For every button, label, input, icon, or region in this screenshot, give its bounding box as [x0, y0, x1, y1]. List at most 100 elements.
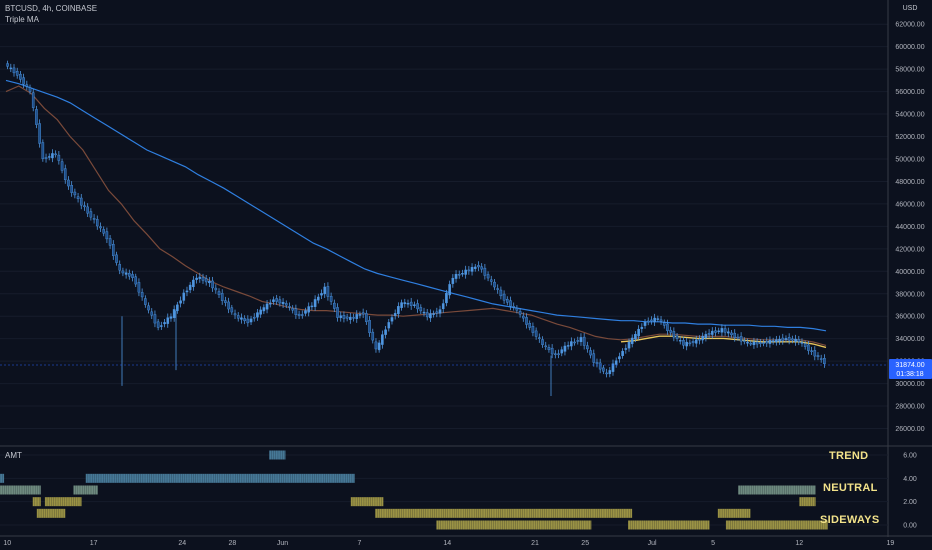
candle-body: [419, 307, 423, 312]
candle-body: [528, 323, 532, 328]
amt-bar: [725, 520, 828, 530]
candle-body: [70, 185, 73, 193]
candle-body: [659, 319, 663, 322]
candle-body: [518, 311, 522, 315]
amt-bar: [73, 485, 98, 495]
amt-bar: [738, 485, 816, 495]
last-price-value: 31874.00: [895, 362, 924, 369]
candle-body: [6, 63, 9, 67]
candle-body: [38, 123, 41, 144]
candle-body: [67, 179, 70, 187]
candle-body: [486, 274, 490, 279]
candle-body: [416, 303, 419, 310]
candle-body: [384, 329, 387, 335]
candle-body: [403, 302, 407, 305]
candle-body: [288, 306, 291, 308]
candle-body: [759, 342, 762, 344]
candle-body: [281, 302, 285, 305]
candle-body: [727, 331, 730, 334]
candle-body: [438, 309, 442, 314]
candle-body: [44, 157, 48, 159]
candle-body: [621, 350, 624, 356]
candle-body: [733, 332, 737, 338]
moving-average-lines: [5, 79, 827, 349]
candle-body: [128, 272, 131, 277]
amt-bar: [628, 520, 710, 530]
candle-body: [646, 320, 650, 323]
candle-body: [441, 303, 445, 310]
candle-body: [377, 342, 381, 351]
candle-body: [589, 350, 592, 356]
candle-body: [124, 272, 128, 275]
candle-body: [656, 318, 660, 320]
candle-body: [374, 341, 378, 350]
price-tick-label: 28000.00: [895, 404, 924, 411]
candle-body: [765, 341, 769, 344]
candle-body: [256, 312, 259, 318]
amt-tick-label: 6.00: [903, 453, 917, 460]
candle-body: [278, 299, 282, 304]
amt-bar: [799, 497, 816, 507]
price-tick-label: 48000.00: [895, 179, 924, 186]
candle-body: [566, 345, 570, 347]
candle-body: [323, 286, 327, 295]
candle-body: [9, 67, 13, 70]
candle-body: [554, 353, 557, 355]
candle-body: [345, 316, 349, 319]
candle-body: [15, 70, 19, 76]
candle-body: [284, 303, 288, 306]
candle-body: [525, 317, 528, 325]
candle-body: [480, 266, 483, 270]
candle-body: [707, 333, 711, 335]
candle-body: [28, 87, 32, 92]
candle-body: [720, 328, 724, 333]
candle-body: [185, 290, 189, 293]
price-tick-label: 60000.00: [895, 44, 924, 51]
price-tick-label: 56000.00: [895, 89, 924, 96]
candle-body: [217, 291, 221, 295]
candle-body: [611, 363, 615, 372]
amt-bar: [436, 520, 592, 530]
candle-body: [304, 310, 307, 314]
candle-body: [204, 278, 208, 283]
candle-body: [598, 362, 602, 370]
candle-body: [803, 343, 807, 347]
price-tick-label: 58000.00: [895, 67, 924, 74]
amt-legend[interactable]: AMT: [5, 451, 22, 460]
candle-body: [195, 277, 198, 280]
candle-body: [755, 341, 759, 345]
candle-body: [182, 292, 186, 301]
candlesticks: [6, 60, 826, 396]
price-tick-label: 42000.00: [895, 246, 924, 253]
candle-body: [147, 305, 150, 311]
candle-body: [230, 307, 234, 313]
candle-body: [153, 314, 157, 324]
candle-body: [140, 292, 144, 298]
candle-body: [445, 292, 448, 304]
candle-body: [749, 342, 753, 345]
candle-body: [51, 153, 54, 159]
sideways-label: SIDEWAYS: [820, 514, 880, 526]
candle-body: [746, 342, 749, 344]
candle-body: [614, 360, 618, 365]
candle-body: [634, 333, 637, 340]
symbol-legend[interactable]: BTCUSD, 4h, COINBASE: [5, 4, 98, 13]
candle-body: [365, 313, 368, 322]
price-tick-label: 34000.00: [895, 336, 924, 343]
candle-body: [464, 269, 467, 275]
neutral-label: NEUTRAL: [823, 482, 878, 494]
candle-body: [483, 267, 487, 276]
price-tick-label: 30000.00: [895, 381, 924, 388]
candle-body: [637, 328, 640, 337]
time-tick-label: 7: [358, 540, 362, 547]
candle-body: [268, 303, 272, 305]
candle-body: [102, 229, 105, 234]
candle-body: [768, 340, 772, 344]
price-tick-label: 40000.00: [895, 269, 924, 276]
candle-body: [432, 313, 435, 315]
candle-body: [653, 317, 656, 323]
candle-body: [743, 340, 746, 342]
candle-body: [538, 337, 541, 339]
indicator-legend[interactable]: Triple MA: [5, 15, 39, 24]
